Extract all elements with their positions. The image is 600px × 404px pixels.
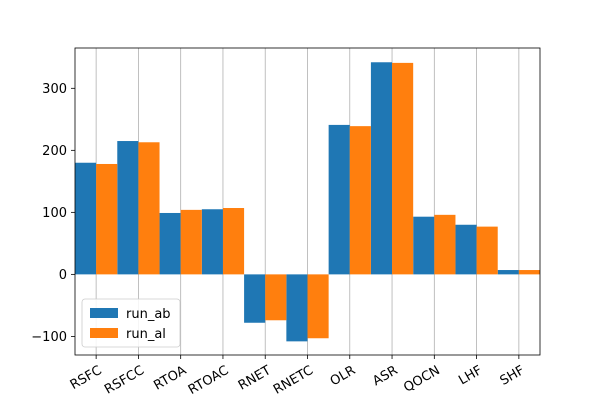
bar (180, 209, 202, 275)
x-tick-label: QOCN (401, 363, 443, 396)
bar (75, 162, 97, 275)
y-axis-ticks: −100 0 100 200 300 (31, 82, 75, 345)
bar (96, 163, 118, 275)
bar (286, 274, 308, 342)
x-tick-label: LHF (456, 363, 485, 388)
legend-label: run_al (126, 327, 166, 342)
bar (349, 126, 371, 275)
x-tick-label: RSFC (68, 363, 105, 393)
legend: run_ab run_al (81, 298, 181, 348)
bar (455, 224, 477, 275)
bars (75, 62, 540, 342)
y-tick-label: 100 (42, 206, 67, 221)
x-tick-label: ASR (370, 363, 400, 389)
bar (497, 270, 519, 275)
y-tick-label: 300 (42, 82, 67, 97)
grid-lines (95, 48, 520, 355)
legend-label: run_ab (126, 307, 171, 322)
bar (307, 274, 329, 339)
y-tick-label: 200 (42, 144, 67, 159)
bar (159, 212, 181, 275)
bar (244, 274, 266, 323)
bar (518, 270, 540, 275)
legend-swatch (90, 308, 118, 318)
x-tick-label: RNET (236, 363, 274, 393)
bar (392, 62, 414, 275)
bar (328, 124, 350, 275)
bar (476, 226, 498, 275)
x-tick-label: RTOAC (186, 363, 231, 398)
bar (413, 216, 435, 275)
bar (434, 214, 456, 275)
bar (222, 208, 245, 275)
x-tick-label: OLR (328, 363, 358, 389)
x-tick-label: SHF (498, 363, 528, 389)
x-tick-label: RSFCC (102, 363, 147, 397)
bar (117, 141, 139, 275)
y-tick-label: −100 (31, 330, 67, 345)
x-tick-label: RNETC (271, 363, 316, 398)
x-tick-label: RTOA (151, 363, 189, 394)
bar (201, 209, 223, 275)
bar (370, 62, 393, 275)
legend-swatch (90, 328, 118, 338)
y-tick-label: 0 (59, 268, 67, 283)
bar (265, 274, 287, 321)
bar (138, 142, 160, 275)
